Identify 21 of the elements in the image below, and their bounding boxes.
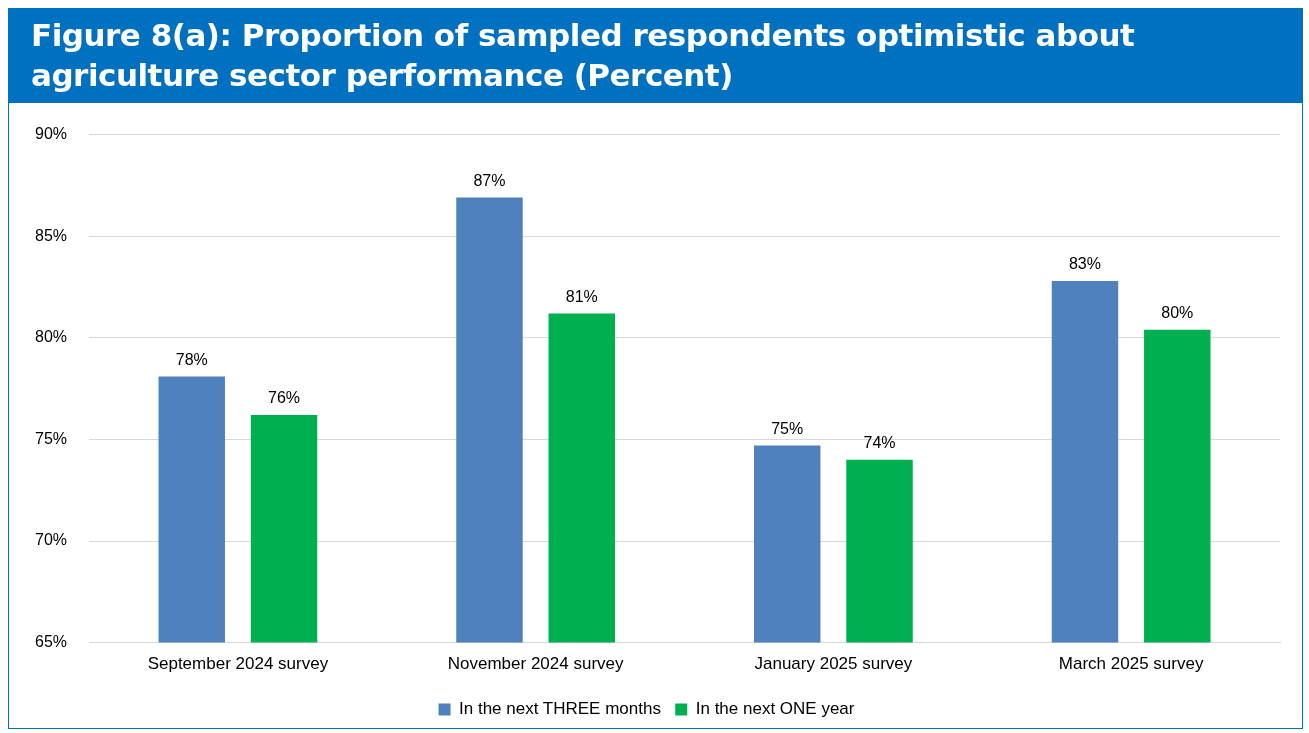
data-label: 87% [473, 172, 506, 189]
data-label: 80% [1161, 304, 1194, 322]
x-tick-label: September 2024 survey [147, 654, 329, 674]
legend-label: In the next THREE months [459, 699, 661, 719]
x-tick-label: March 2025 survey [1058, 654, 1204, 674]
legend-label: In the next ONE year [695, 699, 855, 719]
y-tick-label: 75% [34, 429, 68, 447]
y-tick-label: 90% [34, 125, 68, 143]
x-tick-label: November 2024 survey [447, 654, 625, 674]
y-tick-label: 70% [34, 531, 68, 549]
data-label: 76% [268, 389, 301, 407]
x-tick-label: January 2025 survey [754, 654, 913, 674]
y-tick-label: 80% [34, 328, 68, 346]
chart-title: Figure 8(a): Proportion of sampled respondents optimistic about agriculture sector performance (Percent) [9, 9, 1302, 103]
y-tick-label: 85% [34, 226, 68, 244]
data-label: 78% [175, 350, 208, 368]
data-label: 81% [565, 287, 598, 305]
data-label: 83% [1068, 255, 1101, 273]
y-tick-label: 65% [34, 633, 68, 651]
data-label: 74% [863, 434, 896, 452]
data-label: 75% [771, 419, 804, 437]
